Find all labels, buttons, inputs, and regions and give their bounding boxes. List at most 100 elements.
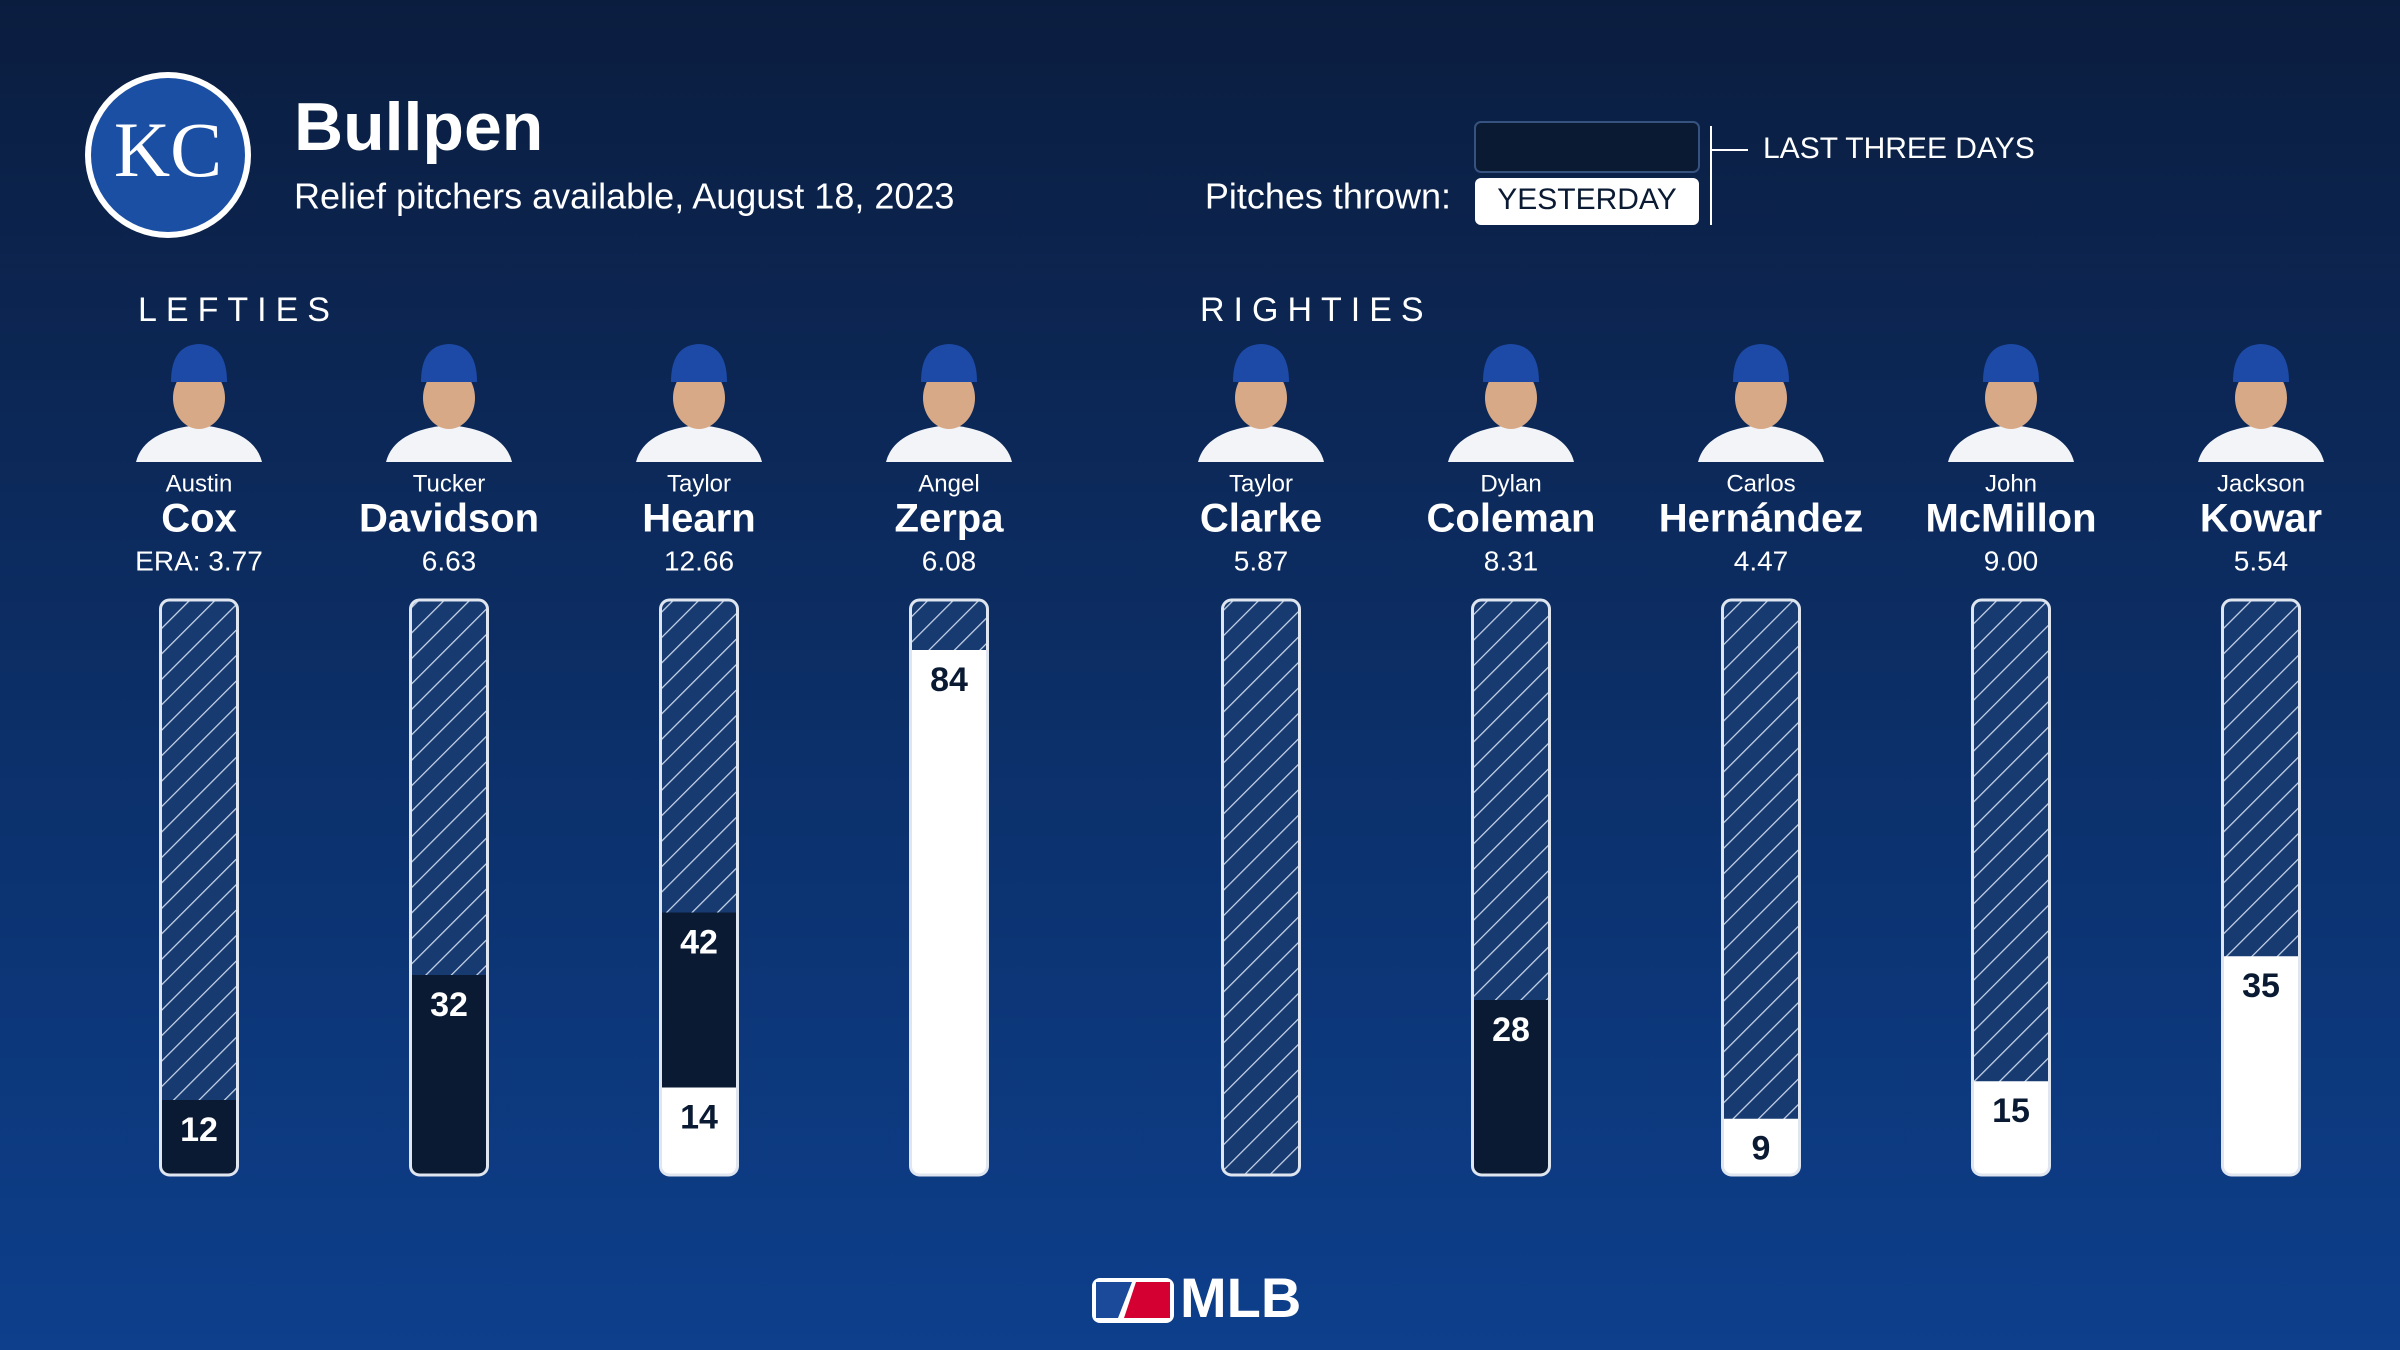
photo-cap: [1233, 344, 1289, 382]
photo-shoulders: [2198, 425, 2324, 462]
bar-group: [1222, 600, 1300, 1175]
bar: [410, 975, 488, 1175]
bar-group: [910, 600, 988, 1175]
last-name: Coleman: [1427, 497, 1596, 541]
bar: [1472, 1000, 1550, 1175]
photo-cap: [1983, 344, 2039, 382]
footer-logo: MLB: [1180, 1266, 1301, 1329]
photo-cap: [671, 344, 727, 382]
photo-cap: [1733, 344, 1789, 382]
photo-face: [423, 367, 475, 429]
mlb-logo: MLB: [1092, 1266, 1301, 1329]
bar-outline: [659, 598, 739, 1177]
data-label: 84: [930, 661, 968, 699]
photo-shoulders: [136, 425, 262, 462]
data-label: 12: [180, 1111, 218, 1149]
first-name: Angel: [918, 470, 979, 497]
team-logo: KC: [85, 72, 251, 238]
photo-cap: [171, 344, 227, 382]
photo-shoulders: [636, 425, 762, 462]
first-name: Taylor: [1229, 470, 1293, 497]
legend-bracket: [1710, 126, 1748, 225]
photo-face: [1985, 367, 2037, 429]
bar-outline: [159, 598, 239, 1177]
player-photo: [1698, 344, 1824, 462]
bar-group: [410, 600, 488, 1175]
era: 8.31: [1484, 545, 1539, 576]
subtitle: Relief pitchers available, August 18, 20…: [294, 176, 954, 217]
era: 6.08: [922, 545, 977, 576]
bar-group: [660, 600, 738, 1175]
bar: [2222, 956, 2300, 1175]
data-label: 35: [2242, 967, 2280, 1005]
player-photo: [1948, 344, 2074, 462]
first-name: Austin: [166, 470, 233, 497]
data-label: 9: [1752, 1130, 1771, 1168]
first-name: Tucker: [413, 470, 485, 497]
photo-face: [1485, 367, 1537, 429]
photo-shoulders: [1948, 425, 2074, 462]
photo-shoulders: [1448, 425, 1574, 462]
first-name: Dylan: [1480, 470, 1541, 497]
legend-label: YESTERDAY: [1497, 183, 1677, 216]
last-name: Cox: [161, 497, 237, 541]
bar: [910, 650, 988, 1175]
last-name: Kowar: [2200, 497, 2322, 541]
era: 5.87: [1234, 545, 1289, 576]
player-photo: [636, 344, 762, 462]
era: 12.66: [664, 545, 734, 576]
bar: [660, 1087, 738, 1175]
data-label: 14: [680, 1098, 718, 1136]
player-photo: [136, 344, 262, 462]
photo-face: [2235, 367, 2287, 429]
photo-face: [173, 367, 225, 429]
title: Bullpen: [294, 89, 543, 165]
last-name: Davidson: [359, 497, 539, 541]
photo-cap: [2233, 344, 2289, 382]
era: 5.54: [2234, 545, 2289, 576]
bar-outline: [1721, 598, 1801, 1177]
photo-shoulders: [886, 425, 1012, 462]
last-name: Zerpa: [895, 497, 1005, 541]
photo-face: [673, 367, 725, 429]
photo-face: [923, 367, 975, 429]
bar-group: [1972, 600, 2050, 1175]
first-name: Taylor: [667, 470, 731, 497]
data-label: 32: [430, 986, 468, 1024]
data-label: 28: [1492, 1011, 1530, 1049]
last-name: Hernández: [1659, 497, 1864, 541]
photo-shoulders: [1198, 425, 1324, 462]
group-label: RIGHTIES: [1200, 291, 1433, 329]
data-label: 42: [680, 923, 718, 961]
player-photo: [386, 344, 512, 462]
bar-outline: [909, 598, 989, 1177]
legend-swatch: [1474, 121, 1700, 173]
bar-outline: [1971, 598, 2051, 1177]
last-name: Hearn: [642, 497, 755, 541]
era: 4.47: [1734, 545, 1789, 576]
era: ERA: 3.77: [135, 545, 263, 576]
group-label: LEFTIES: [138, 291, 339, 329]
legend-label: LAST THREE DAYS: [1763, 132, 2035, 165]
photo-cap: [921, 344, 977, 382]
first-name: Jackson: [2217, 470, 2305, 497]
photo-face: [1735, 367, 1787, 429]
bar-outline: [1471, 598, 1551, 1177]
player-photo: [1198, 344, 1324, 462]
legend-title: Pitches thrown:: [1205, 176, 1451, 217]
photo-cap: [421, 344, 477, 382]
photo-face: [1235, 367, 1287, 429]
player-photo: [1448, 344, 1574, 462]
first-name: Carlos: [1726, 470, 1795, 497]
logo-text: KC: [114, 106, 222, 193]
player-photo: [886, 344, 1012, 462]
data-label: 15: [1992, 1092, 2030, 1130]
bar: [1722, 1118, 1800, 1175]
player-photo: [2198, 344, 2324, 462]
bar-outline: [1221, 598, 1301, 1177]
bar-background: [160, 600, 238, 1175]
photo-cap: [1483, 344, 1539, 382]
first-name: John: [1985, 470, 2037, 497]
